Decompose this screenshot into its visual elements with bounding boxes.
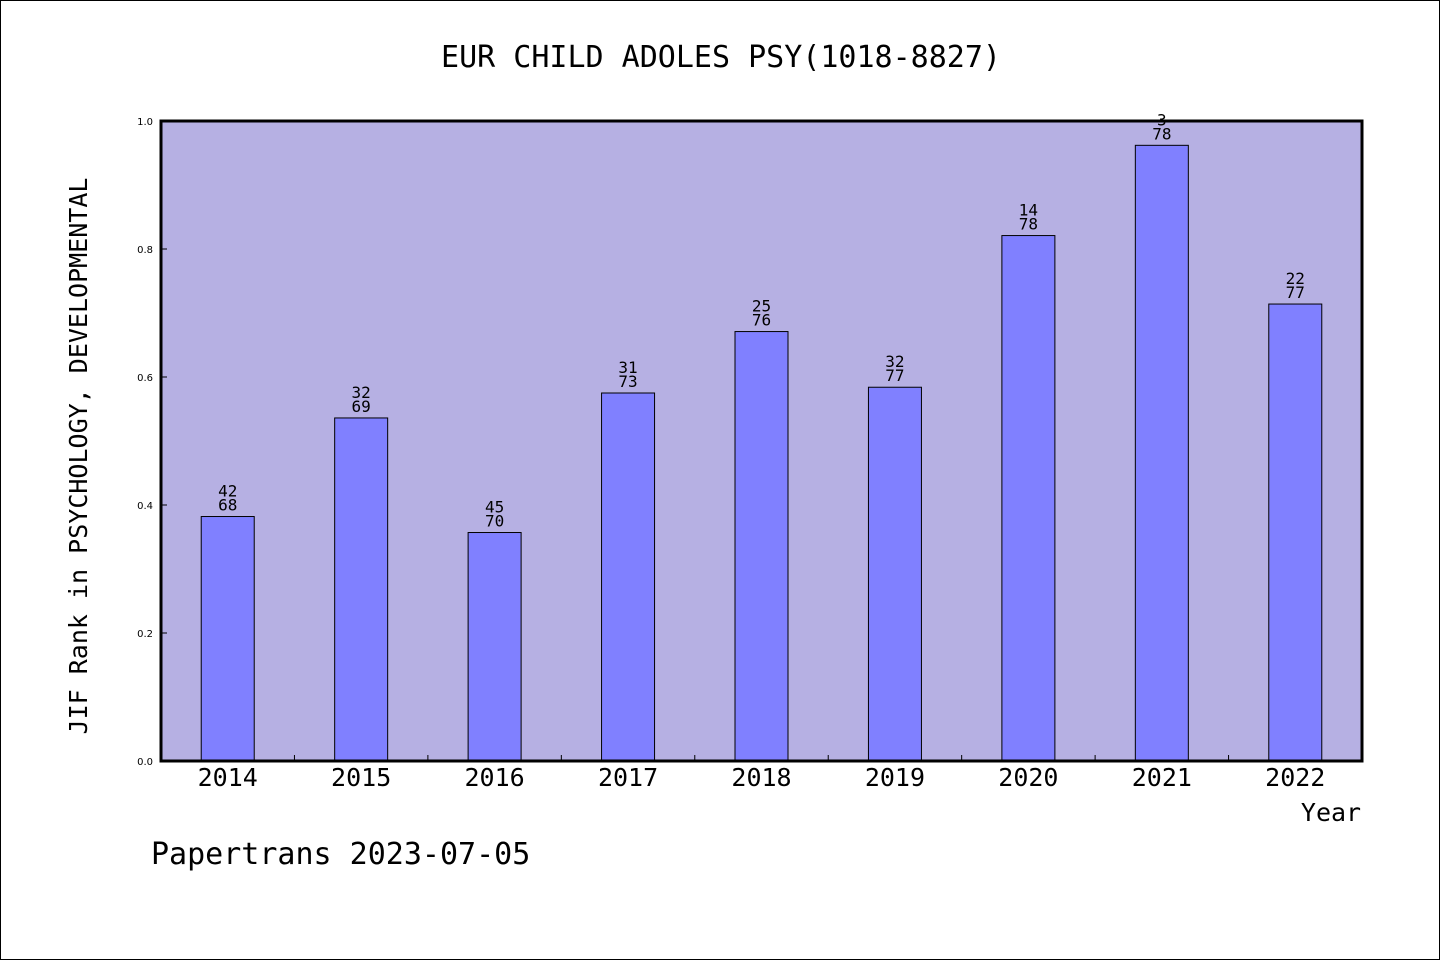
bar-total-label-2019: 77 [885, 366, 904, 385]
plot-border [159, 119, 1364, 763]
x-axis-label: Year [1301, 798, 1361, 827]
y-tick-label: 0.6 [137, 373, 153, 384]
bar-2018 [734, 331, 789, 762]
x-tick-label-2019: 2019 [865, 763, 925, 792]
bar-total-label-2016: 70 [485, 512, 504, 531]
bar-rank-label-2018: 25 [752, 297, 771, 316]
y-axis-label: JIF Rank in PSYCHOLOGY, DEVELOPMENTAL [64, 178, 93, 735]
x-tick-label-2021: 2021 [1132, 763, 1192, 792]
bar-2014 [200, 516, 255, 762]
y-tick-label: 0.8 [137, 245, 153, 256]
x-tick-label-2022: 2022 [1265, 763, 1325, 792]
bar-rank-label-2017: 31 [618, 358, 637, 377]
bar-2022 [1268, 303, 1323, 762]
bar-total-label-2017: 73 [618, 372, 637, 391]
x-axis: 2014 2015 2016 2017 2018 2019 2020 2021 2022 [198, 755, 1325, 792]
bar-2019 [867, 386, 922, 762]
bar-rank-label-2015: 32 [352, 383, 371, 402]
bar-total-label-2022: 77 [1286, 283, 1305, 302]
bar-rank-label-2014: 42 [218, 482, 237, 501]
chart-title: EUR CHILD ADOLES PSY(1018-8827) [441, 40, 1001, 75]
y-tick-label: 1.0 [137, 117, 153, 128]
y-tick-label: 0.4 [137, 501, 153, 512]
bar-2021 [1134, 144, 1189, 762]
bar-2020 [1001, 235, 1056, 762]
x-tick-label-2020: 2020 [998, 763, 1058, 792]
bar-total-label-2020: 78 [1019, 215, 1038, 234]
bar-total-label-2015: 69 [352, 397, 371, 416]
bar-total-label-2018: 76 [752, 311, 771, 330]
x-tick-label-2016: 2016 [465, 763, 525, 792]
bar-2017 [601, 392, 656, 762]
x-tick-label-2015: 2015 [331, 763, 391, 792]
y-tick-label: 0.0 [137, 757, 153, 768]
bar-rank-label-2019: 32 [885, 352, 904, 371]
footer-text: Papertrans 2023-07-05 [151, 837, 530, 872]
bar-rank-label-2022: 22 [1286, 269, 1305, 288]
bar-total-label-2021: 78 [1152, 124, 1171, 143]
x-tick-label-2014: 2014 [198, 763, 258, 792]
bar-rank-label-2016: 45 [485, 498, 504, 517]
bar-rank-label-2020: 14 [1019, 201, 1038, 220]
bars-layer [200, 144, 1323, 762]
x-tick-label-2017: 2017 [598, 763, 658, 792]
y-tick-label: 0.2 [137, 629, 153, 640]
bar-total-label-2014: 68 [218, 496, 237, 515]
bar-2016 [467, 532, 522, 762]
x-tick-label-2018: 2018 [731, 763, 791, 792]
bar-2015 [334, 417, 389, 762]
